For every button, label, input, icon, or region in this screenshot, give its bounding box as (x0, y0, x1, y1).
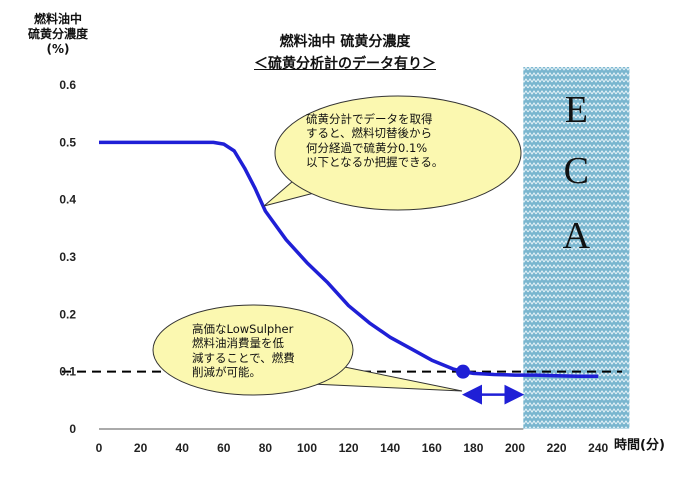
annotation-line: 硫黄分計でデータを取得 (306, 112, 433, 126)
y-axis-label-line: (%) (46, 42, 70, 56)
x-tick-label: 160 (422, 441, 442, 455)
annotation-line: 以下となるか把握できる。 (306, 155, 444, 170)
annotation-line: 高価なLowSulpher (192, 322, 294, 336)
x-tick-label: 240 (588, 441, 608, 455)
x-tick-label: 220 (547, 441, 567, 455)
x-tick-label: 100 (297, 441, 317, 455)
y-axis-label-line: 燃料油中 (33, 12, 82, 26)
x-tick-label: 200 (505, 441, 525, 455)
annotation-text-1: 硫黄分計でデータを取得 すると、燃料切替後から 何分経過で硫黄分0.1% 以下と… (306, 112, 502, 170)
x-axis-label: 時間(分) (614, 438, 665, 453)
eca-label: A (563, 215, 591, 257)
callout-bubble-1 (274, 95, 522, 211)
y-tick-label: 0.5 (59, 135, 76, 149)
annotation-line: 何分経過で硫黄分0.1% (306, 140, 428, 155)
x-tick-label: 0 (96, 441, 103, 455)
annotation-line: 削減が可能。 (192, 365, 261, 380)
x-tick-label: 80 (259, 441, 273, 455)
y-tick-label: 0.6 (59, 78, 76, 92)
y-tick-label: 0.3 (59, 250, 76, 264)
eca-label: C (564, 150, 589, 192)
y-tick-label: 0.1 (59, 365, 76, 379)
y-tick-label: 0.4 (59, 193, 76, 207)
chart-subtitle: ＜硫黄分析計のデータ有り＞ (254, 56, 436, 72)
eca-region (523, 67, 630, 429)
y-tick-label: 0.2 (59, 307, 76, 321)
x-tick-label: 120 (339, 441, 359, 455)
y-tick-label: 0 (69, 422, 76, 436)
callout-bubble-2 (152, 304, 354, 396)
annotation-line: 燃料油消費量を低 (192, 336, 284, 351)
y-axis-label: 燃料油中 硫黄分濃度 (%) (18, 12, 98, 57)
y-axis-label-line: 硫黄分濃度 (27, 27, 88, 41)
x-tick-label: 20 (134, 441, 148, 455)
x-tick-label: 40 (176, 441, 190, 455)
series-line (99, 140, 599, 379)
x-tick-label: 140 (380, 441, 400, 455)
annotation-line: すると、燃料切替後から (306, 126, 433, 141)
annotation-text-2: 高価なLowSulpher 燃料油消費量を低 減することで、燃費 削減が可能。 (192, 322, 322, 380)
eca-label: E (565, 89, 588, 131)
annotation-line: 減することで、燃費 (192, 350, 295, 365)
marker-point (456, 364, 470, 379)
x-tick-label: 60 (217, 441, 231, 455)
chart-title: 燃料油中 硫黄分濃度 (279, 34, 411, 50)
x-tick-label: 180 (463, 441, 483, 455)
